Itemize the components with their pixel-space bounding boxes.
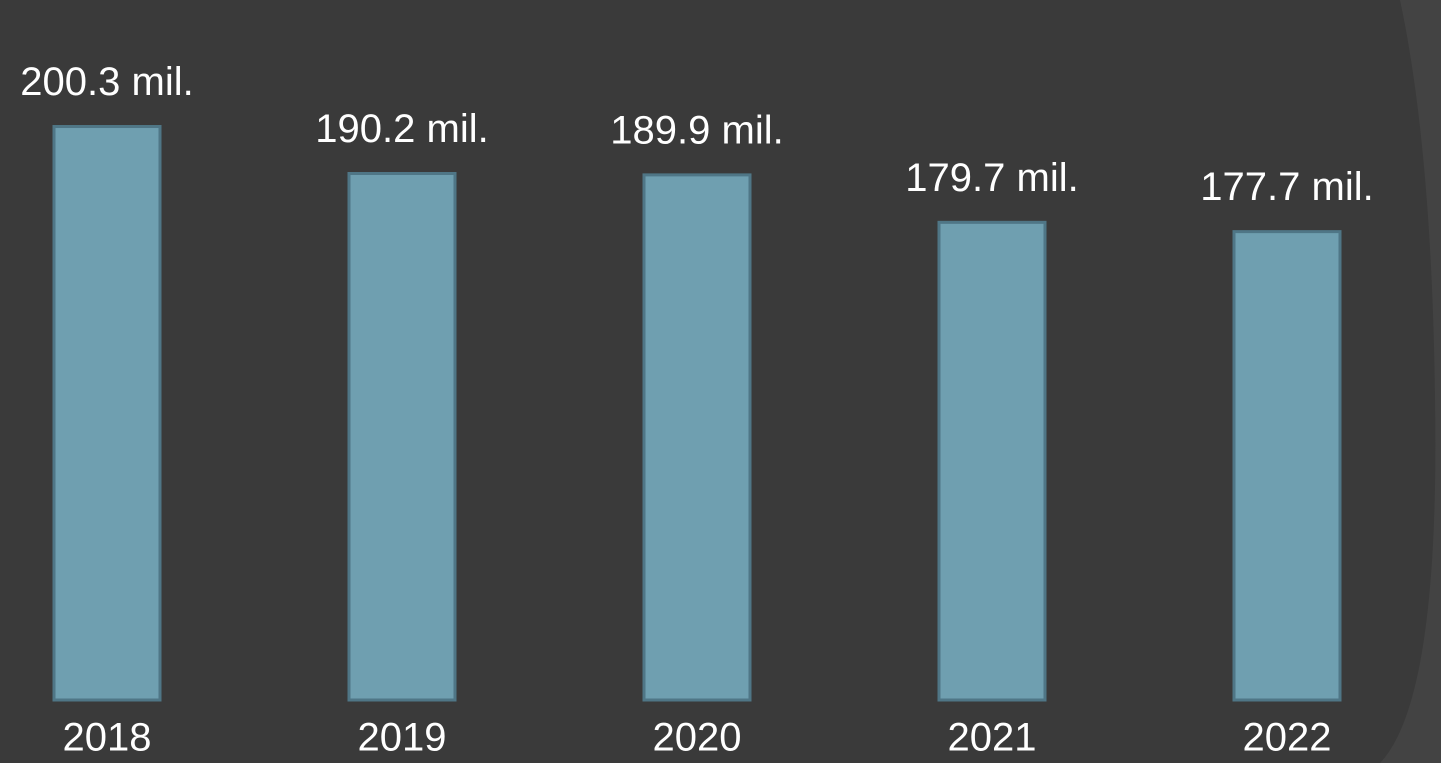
- bar: [347, 171, 457, 702]
- bar: [937, 220, 1047, 702]
- x-tick-label: 2020: [653, 716, 742, 760]
- x-tick-label: 2022: [1243, 716, 1332, 760]
- bar: [642, 173, 752, 702]
- bar: [52, 125, 162, 702]
- bar: [1232, 230, 1342, 702]
- x-tick-label: 2021: [948, 716, 1037, 760]
- value-label: 200.3 mil.: [20, 60, 193, 104]
- slide-edge: [1380, 0, 1441, 763]
- x-tick-label: 2018: [63, 716, 152, 760]
- value-label: 190.2 mil.: [315, 107, 488, 151]
- x-tick-label: 2019: [358, 716, 447, 760]
- value-label: 189.9 mil.: [610, 108, 783, 152]
- value-label: 179.7 mil.: [905, 156, 1078, 200]
- value-label: 177.7 mil.: [1200, 165, 1373, 209]
